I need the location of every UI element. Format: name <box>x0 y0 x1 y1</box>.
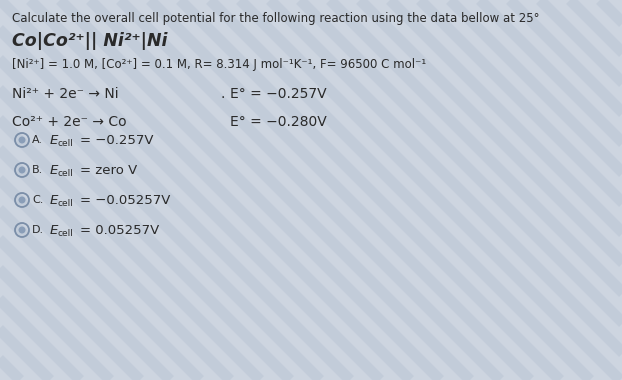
Text: [Ni²⁺] = 1.0 M, [Co²⁺] = 0.1 M, R= 8.314 J mol⁻¹K⁻¹, F= 96500 C mol⁻¹: [Ni²⁺] = 1.0 M, [Co²⁺] = 0.1 M, R= 8.314… <box>12 58 426 71</box>
Text: B.: B. <box>32 165 44 175</box>
Text: E: E <box>50 164 58 177</box>
Text: = −0.05257V: = −0.05257V <box>80 194 170 207</box>
Text: cell: cell <box>58 169 74 178</box>
Text: E° = −0.280V: E° = −0.280V <box>230 115 327 129</box>
Text: cell: cell <box>58 139 74 148</box>
Circle shape <box>19 226 26 233</box>
Text: cell: cell <box>58 199 74 208</box>
Text: A.: A. <box>32 135 43 145</box>
Text: Co|Co²⁺|| Ni²⁺|Ni: Co|Co²⁺|| Ni²⁺|Ni <box>12 32 167 50</box>
Text: cell: cell <box>58 229 74 238</box>
Text: E: E <box>50 224 58 237</box>
Text: = 0.05257V: = 0.05257V <box>80 224 159 237</box>
Text: Ni²⁺ + 2e⁻ → Ni: Ni²⁺ + 2e⁻ → Ni <box>12 87 119 101</box>
Text: .: . <box>220 87 225 101</box>
Circle shape <box>19 196 26 204</box>
Text: C.: C. <box>32 195 44 205</box>
Circle shape <box>19 166 26 174</box>
Text: D.: D. <box>32 225 44 235</box>
Text: E° = −0.257V: E° = −0.257V <box>230 87 327 101</box>
Text: Co²⁺ + 2e⁻ → Co: Co²⁺ + 2e⁻ → Co <box>12 115 127 129</box>
Text: E: E <box>50 194 58 207</box>
Text: = −0.257V: = −0.257V <box>80 134 154 147</box>
Text: E: E <box>50 134 58 147</box>
Text: = zero V: = zero V <box>80 164 137 177</box>
Circle shape <box>19 136 26 144</box>
Text: Calculate the overall cell potential for the following reaction using the data b: Calculate the overall cell potential for… <box>12 12 539 25</box>
